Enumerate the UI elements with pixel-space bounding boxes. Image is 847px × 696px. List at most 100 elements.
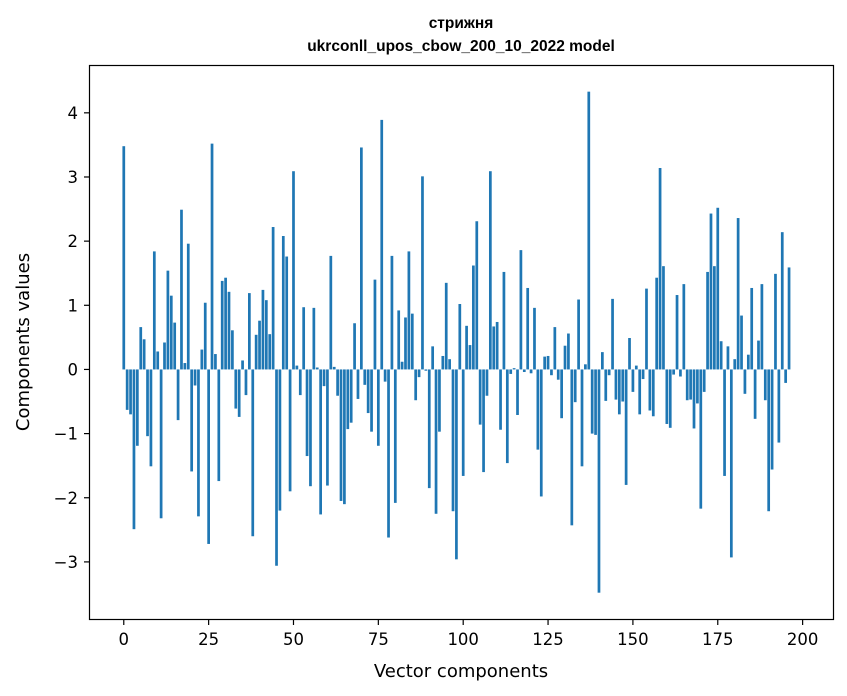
bar — [326, 369, 329, 486]
y-tick-label: 3 — [68, 168, 79, 187]
bar — [478, 369, 482, 425]
bar — [505, 369, 509, 464]
bar — [777, 369, 781, 443]
bar — [529, 369, 533, 374]
bar — [244, 369, 248, 396]
bar — [638, 369, 642, 415]
bar — [200, 349, 204, 370]
bar — [281, 236, 285, 370]
bar — [380, 119, 384, 370]
bar — [397, 310, 401, 370]
bar — [319, 369, 322, 515]
bar — [149, 369, 153, 467]
bar — [672, 369, 675, 375]
bar — [343, 369, 346, 505]
bar — [516, 369, 519, 415]
bar — [539, 369, 543, 497]
x-tick-label: 100 — [447, 630, 479, 649]
bar — [679, 369, 682, 377]
bar — [468, 345, 472, 370]
bar — [757, 340, 760, 370]
bar — [305, 369, 309, 457]
bar — [696, 369, 699, 404]
bars-group — [122, 91, 791, 593]
y-tick-label: −3 — [54, 553, 78, 572]
bar — [421, 176, 424, 370]
bar — [193, 369, 197, 386]
x-tick-label: 175 — [702, 630, 734, 649]
bar — [431, 346, 435, 370]
bar — [434, 369, 438, 514]
bar — [332, 366, 336, 370]
bar — [655, 277, 659, 370]
y-tick-label: 2 — [68, 232, 79, 251]
bar — [502, 271, 506, 370]
bar — [292, 171, 295, 370]
bar — [414, 369, 418, 401]
bar — [370, 369, 373, 432]
bar — [560, 369, 563, 419]
bar — [580, 369, 584, 467]
bar — [787, 267, 791, 370]
bar — [339, 369, 343, 501]
bar — [512, 368, 516, 370]
bar — [261, 289, 265, 370]
bar — [203, 302, 207, 370]
bar — [427, 369, 431, 489]
bar — [533, 307, 536, 370]
bar — [614, 369, 618, 400]
bar — [774, 273, 777, 370]
bar — [329, 255, 333, 370]
bar — [522, 369, 526, 373]
x-axis-label: Vector components — [374, 661, 548, 682]
y-tick-label: −1 — [54, 425, 78, 444]
bar — [135, 369, 139, 446]
bar — [214, 354, 217, 370]
bar — [475, 221, 479, 370]
bar — [349, 369, 353, 423]
bar — [353, 323, 356, 370]
y-tick-label: 1 — [68, 296, 79, 315]
bar — [543, 356, 547, 370]
bar — [251, 369, 255, 537]
bar — [444, 282, 448, 370]
bar — [729, 369, 733, 558]
bar — [383, 369, 387, 382]
bar — [723, 369, 726, 476]
bar — [387, 369, 390, 538]
bar — [563, 345, 567, 370]
bar — [743, 369, 747, 394]
bar — [393, 369, 397, 503]
bar — [271, 227, 275, 370]
bar — [587, 91, 591, 370]
bar — [770, 369, 774, 470]
bar — [441, 355, 445, 370]
bar — [631, 369, 635, 392]
bar — [601, 352, 604, 370]
bar — [363, 369, 367, 385]
bar — [736, 218, 740, 370]
bar — [322, 369, 326, 387]
bar — [407, 251, 411, 370]
bar — [231, 330, 234, 370]
y-tick-label: 0 — [68, 360, 79, 379]
bar — [356, 369, 360, 399]
bar — [210, 143, 214, 370]
bar — [526, 287, 530, 370]
x-tick-label: 25 — [198, 630, 219, 649]
bar — [451, 369, 455, 512]
bar — [740, 315, 743, 370]
bar — [278, 369, 282, 511]
bar — [455, 369, 458, 560]
bar — [190, 369, 194, 472]
bar — [163, 342, 166, 370]
bar — [156, 351, 160, 370]
bar — [746, 354, 750, 370]
bar — [139, 327, 143, 370]
bar — [767, 369, 771, 512]
bar — [197, 369, 200, 517]
bar — [594, 369, 597, 435]
bar — [519, 250, 523, 370]
bar — [597, 369, 601, 593]
bar — [702, 369, 706, 392]
